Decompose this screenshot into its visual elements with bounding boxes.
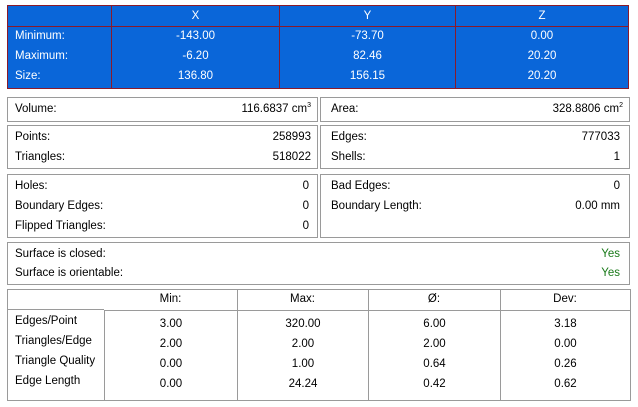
defects-right: Bad Edges: 0 Boundary Length: 0.00 mm bbox=[320, 174, 630, 238]
surface-closed-value: Yes bbox=[601, 248, 620, 260]
boundary-edges-label: Boundary Edges: bbox=[15, 200, 104, 212]
points-value: 258993 bbox=[272, 131, 311, 143]
shells-label: Shells: bbox=[331, 151, 366, 163]
holes-value: 0 bbox=[302, 180, 309, 192]
size-label: Size: bbox=[15, 70, 41, 82]
header-x: X bbox=[191, 10, 200, 22]
points-label: Points: bbox=[15, 131, 51, 143]
size-z: 20.20 bbox=[527, 70, 557, 82]
edges-per-point-min: 3.00 bbox=[159, 318, 183, 330]
bad-edges-value: 0 bbox=[613, 180, 620, 192]
header-min: Min: bbox=[104, 290, 238, 311]
header-dev: Dev: bbox=[500, 290, 630, 311]
boundary-length-value: 0.00 mm bbox=[575, 200, 620, 212]
header-avg: Ø: bbox=[368, 290, 501, 311]
volume-label: Volume: bbox=[15, 103, 57, 115]
surface-status-box: Surface is closed: Yes Surface is orient… bbox=[7, 242, 630, 285]
boundary-edges-value: 0 bbox=[302, 200, 309, 212]
maximum-y: 82.46 bbox=[353, 50, 382, 62]
mesh-counts-right: Edges: 777033 Shells: 1 bbox=[320, 125, 630, 169]
dimensions-table: X Y Z Minimum: -143.00 -73.70 0.00 Maxim… bbox=[7, 5, 629, 89]
edges-per-point-avg: 6.00 bbox=[423, 318, 446, 330]
header-max: Max: bbox=[237, 290, 369, 311]
triangles-per-edge-avg: 2.00 bbox=[423, 338, 446, 350]
triangles-per-edge-min: 2.00 bbox=[159, 338, 183, 350]
maximum-z: 20.20 bbox=[527, 50, 557, 62]
minimum-x: -143.00 bbox=[175, 30, 215, 42]
triangle-quality-min: 0.00 bbox=[159, 358, 183, 370]
header-z: Z bbox=[538, 10, 546, 22]
triangles-per-edge-max: 2.00 bbox=[291, 338, 315, 350]
edge-length-max: 24.24 bbox=[288, 378, 318, 390]
shells-value: 1 bbox=[613, 151, 620, 163]
triangles-label: Triangles: bbox=[15, 151, 66, 163]
edges-per-point-max: 320.00 bbox=[285, 318, 321, 330]
mesh-counts-left: Points: 258993 Triangles: 518022 bbox=[7, 125, 318, 169]
minimum-z: 0.00 bbox=[530, 30, 554, 42]
triangle-quality-dev: 0.26 bbox=[554, 358, 577, 370]
triangle-quality-max: 1.00 bbox=[291, 358, 315, 370]
triangles-value: 518022 bbox=[272, 151, 311, 163]
area-value: 328.8806 cm2 bbox=[552, 102, 623, 115]
edges-per-point-dev: 3.18 bbox=[554, 318, 577, 330]
boundary-length-label: Boundary Length: bbox=[331, 200, 422, 212]
volume-box: Volume: 116.6837 cm3 bbox=[7, 97, 318, 122]
triangles-per-edge-dev: 0.00 bbox=[554, 338, 577, 350]
triangles-per-edge-label: Triangles/Edge bbox=[15, 335, 92, 347]
edge-length-min: 0.00 bbox=[159, 378, 183, 390]
triangle-quality-label: Triangle Quality bbox=[15, 355, 96, 367]
defects-left: Holes: 0 Boundary Edges: 0 Flipped Trian… bbox=[7, 174, 318, 238]
edge-length-avg: 0.42 bbox=[423, 378, 446, 390]
minimum-y: -73.70 bbox=[351, 30, 384, 42]
edges-label: Edges: bbox=[331, 131, 367, 143]
size-y: 156.15 bbox=[349, 70, 386, 82]
surface-orientable-value: Yes bbox=[601, 267, 620, 279]
minimum-label: Minimum: bbox=[15, 30, 65, 42]
area-box: Area: 328.8806 cm2 bbox=[320, 97, 630, 122]
size-x: 136.80 bbox=[177, 70, 214, 82]
edges-value: 777033 bbox=[581, 131, 620, 143]
flipped-triangles-label: Flipped Triangles: bbox=[15, 220, 106, 232]
maximum-x: -6.20 bbox=[182, 50, 209, 62]
flipped-triangles-value: 0 bbox=[302, 220, 309, 232]
edge-length-dev: 0.62 bbox=[554, 378, 577, 390]
surface-closed-label: Surface is closed: bbox=[15, 248, 106, 260]
bad-edges-label: Bad Edges: bbox=[331, 180, 391, 192]
surface-orientable-label: Surface is orientable: bbox=[15, 267, 124, 279]
holes-label: Holes: bbox=[15, 180, 48, 192]
statistics-table: Min: Max: Ø: Dev: Edges/Point 3.00 320.0… bbox=[7, 289, 631, 401]
area-label: Area: bbox=[331, 103, 359, 115]
edges-per-point-label: Edges/Point bbox=[15, 315, 78, 327]
maximum-label: Maximum: bbox=[15, 50, 69, 62]
triangle-quality-avg: 0.64 bbox=[423, 358, 446, 370]
volume-value: 116.6837 cm3 bbox=[241, 102, 311, 115]
edge-length-label: Edge Length bbox=[15, 375, 81, 387]
header-y: Y bbox=[363, 10, 372, 22]
